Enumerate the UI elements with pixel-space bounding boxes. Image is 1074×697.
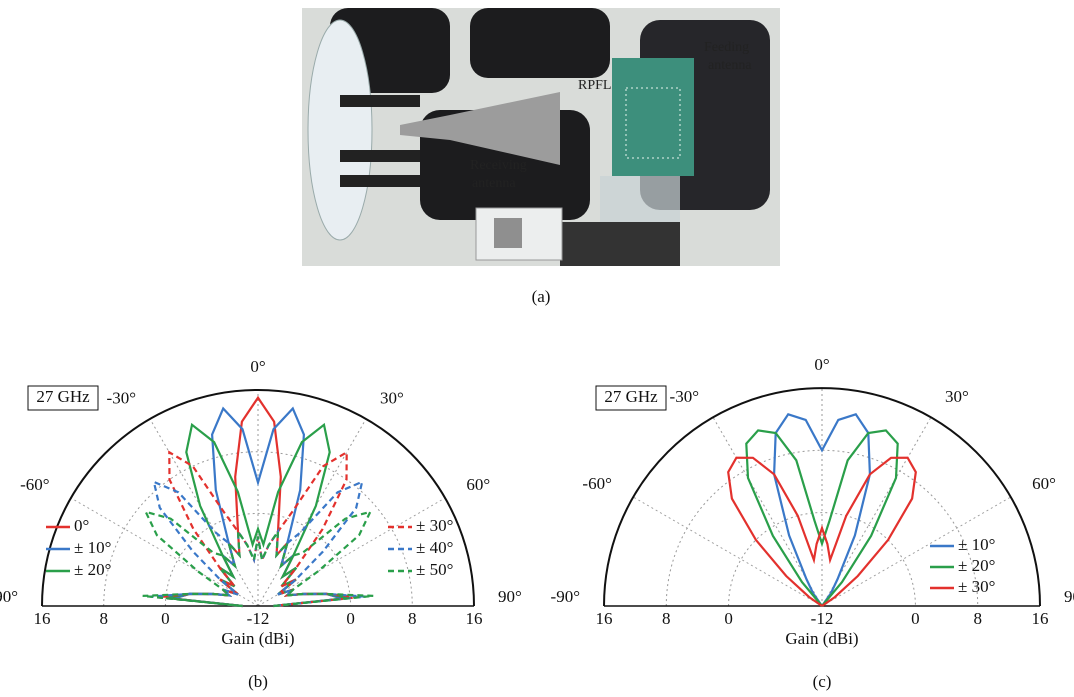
theta-tick-label: -60° — [582, 474, 611, 493]
r-tick-label: 16 — [596, 609, 613, 628]
caption: (b) — [248, 672, 268, 691]
spoke — [257, 497, 446, 607]
r-tick-label: 8 — [973, 609, 982, 628]
outer-arc — [603, 387, 1041, 607]
theta-tick-label: 30° — [945, 387, 969, 406]
r-tick-label: 8 — [99, 609, 108, 628]
feeding-label: Feeding — [704, 40, 749, 55]
caption: (a) — [532, 287, 551, 306]
pattern-line — [173, 406, 343, 608]
rpfl-label: RPFL — [578, 78, 611, 93]
grid-circle — [164, 513, 352, 607]
r-tick-label: 0 — [724, 609, 733, 628]
theta-tick-label: -30° — [670, 387, 699, 406]
theta-tick-label: 90° — [498, 587, 522, 606]
theta-tick-label: 30° — [380, 389, 404, 408]
r-tick-label: 16 — [466, 609, 483, 628]
legend-label: ± 10° — [958, 535, 995, 554]
spoke — [632, 496, 823, 607]
theta-tick-label: 0° — [814, 355, 829, 374]
pattern-line — [772, 412, 872, 607]
theta-tick-label: -30° — [107, 389, 136, 408]
legend-label: 0° — [74, 516, 89, 535]
theta-tick-label: 90° — [1064, 587, 1074, 606]
legend-label: ± 40° — [416, 538, 453, 557]
acrylic-disk — [307, 19, 373, 241]
legend-label: ± 50° — [416, 560, 453, 579]
r-tick-label: 8 — [408, 609, 417, 628]
photo: RPFL Feeding antenna Receiving antenna — [302, 8, 780, 266]
outer-arc — [41, 389, 475, 607]
grid-circle — [728, 512, 916, 607]
pattern-line — [142, 510, 374, 608]
theta-tick-label: -90° — [551, 587, 580, 606]
theta-tick-label: -90° — [0, 587, 18, 606]
rod — [340, 95, 420, 107]
absorber — [560, 222, 680, 266]
spoke — [149, 418, 259, 607]
r-tick-label: 16 — [34, 609, 51, 628]
axis-label: Gain (dBi) — [221, 629, 294, 648]
theta-tick-label: 60° — [1032, 474, 1056, 493]
spoke — [821, 496, 1012, 607]
rod — [340, 175, 420, 187]
rpfl-elements — [625, 87, 681, 159]
legend-label: ± 30° — [958, 577, 995, 596]
r-tick-label: -12 — [247, 609, 270, 628]
annotation: 27 GHz — [36, 387, 90, 406]
waveguide — [494, 218, 522, 248]
axis-label: Gain (dBi) — [785, 629, 858, 648]
receiving-label: antenna — [472, 176, 516, 191]
theta-tick-label: -60° — [20, 475, 49, 494]
rpfl-board — [612, 58, 694, 176]
annotation-box — [595, 385, 667, 411]
rod — [340, 150, 420, 162]
spoke — [257, 418, 367, 607]
pattern-line — [727, 456, 917, 607]
annotation: 27 GHz — [604, 387, 658, 406]
r-tick-label: 0 — [911, 609, 920, 628]
spoke — [70, 497, 259, 607]
theta-tick-label: 0° — [250, 357, 265, 376]
caption: (c) — [813, 672, 832, 691]
foam-panel — [470, 8, 610, 78]
legend-label: ± 20° — [958, 556, 995, 575]
grid-circle — [103, 451, 413, 607]
r-tick-label: 8 — [662, 609, 671, 628]
legend-label: ± 30° — [416, 516, 453, 535]
r-tick-label: -12 — [811, 609, 834, 628]
legend-label: ± 10° — [74, 538, 111, 557]
r-tick-label: 16 — [1032, 609, 1049, 628]
horn-antenna — [400, 92, 560, 165]
annotation-box — [27, 385, 99, 411]
r-tick-label: 0 — [346, 609, 355, 628]
r-tick-label: 0 — [161, 609, 170, 628]
legend-label: ± 20° — [74, 560, 111, 579]
feeding-label: antenna — [708, 58, 752, 73]
receiving-label: Receiving — [470, 158, 527, 173]
theta-tick-label: 60° — [466, 475, 490, 494]
pattern-line — [745, 429, 899, 607]
